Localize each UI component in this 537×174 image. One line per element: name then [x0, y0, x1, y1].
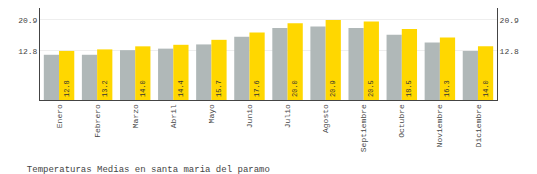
svg-text:14.4: 14.4	[177, 80, 185, 97]
svg-text:Mayo: Mayo	[207, 104, 216, 123]
svg-text:20.9: 20.9	[500, 16, 519, 25]
svg-text:14.0: 14.0	[139, 80, 147, 97]
svg-text:15.7: 15.7	[215, 80, 223, 97]
svg-text:20.5: 20.5	[367, 80, 375, 97]
svg-text:Noviembre: Noviembre	[435, 104, 444, 147]
svg-text:17.6: 17.6	[253, 80, 261, 97]
svg-text:Enero: Enero	[55, 104, 64, 128]
svg-text:Agosto: Agosto	[321, 104, 330, 133]
svg-text:16.3: 16.3	[443, 80, 451, 97]
svg-text:Temperaturas Medias en santa m: Temperaturas Medias en santa maria del p…	[27, 165, 270, 174]
svg-text:20.0: 20.0	[291, 80, 299, 97]
svg-text:Marzo: Marzo	[131, 104, 140, 128]
svg-text:13.2: 13.2	[101, 80, 109, 97]
svg-text:Septiembre: Septiembre	[359, 104, 368, 152]
svg-text:Diciembre: Diciembre	[474, 104, 483, 147]
svg-text:Abril: Abril	[169, 104, 178, 128]
svg-text:12.8: 12.8	[500, 47, 519, 56]
svg-text:18.5: 18.5	[405, 80, 413, 97]
svg-text:Julio: Julio	[283, 104, 292, 128]
svg-text:12.8: 12.8	[18, 47, 37, 56]
svg-text:14.0: 14.0	[482, 80, 490, 97]
svg-text:Febrero: Febrero	[93, 104, 102, 138]
svg-text:20.9: 20.9	[18, 16, 37, 25]
svg-text:Octubre: Octubre	[397, 104, 406, 138]
svg-text:20.9: 20.9	[329, 80, 337, 97]
svg-text:Junio: Junio	[245, 104, 254, 128]
svg-text:12.8: 12.8	[63, 80, 71, 97]
